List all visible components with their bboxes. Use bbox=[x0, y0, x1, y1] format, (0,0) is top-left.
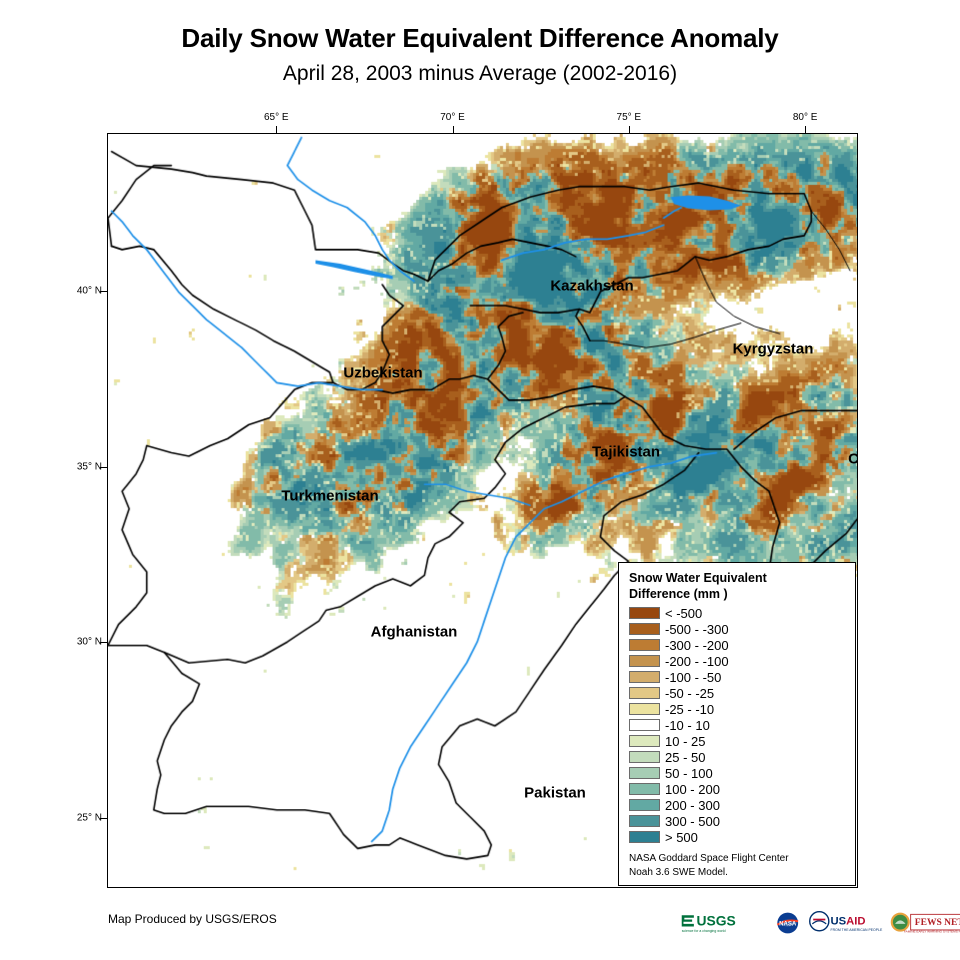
legend-swatch bbox=[629, 671, 660, 683]
legend-row: 100 - 200 bbox=[629, 781, 847, 797]
nasa-logo: NASA bbox=[776, 912, 798, 934]
lon-tick-label: 80° E bbox=[792, 112, 818, 123]
legend-row: -300 - -200 bbox=[629, 637, 847, 653]
legend-title: Snow Water Equivalent Difference (mm ) bbox=[629, 571, 767, 601]
lon-tick-mark bbox=[805, 126, 807, 133]
lat-tick-label: 30° N bbox=[76, 636, 102, 648]
legend-panel: Snow Water Equivalent Difference (mm ) <… bbox=[618, 562, 856, 886]
svg-text:FEWS NET: FEWS NET bbox=[914, 918, 960, 928]
svg-text:AID: AID bbox=[846, 916, 865, 928]
svg-text:USGS: USGS bbox=[696, 913, 735, 929]
legend-swatch bbox=[629, 799, 660, 811]
svg-text:NASA: NASA bbox=[779, 922, 797, 928]
legend-row: -100 - -50 bbox=[629, 669, 847, 685]
lon-tick-label: 65° E bbox=[263, 112, 289, 123]
lon-tick-mark bbox=[452, 126, 454, 133]
legend-row: 10 - 25 bbox=[629, 733, 847, 749]
legend-label: -25 - -10 bbox=[665, 701, 715, 717]
usgs-logo: USGS science for a changing world bbox=[681, 913, 736, 933]
legend-row: -500 - -300 bbox=[629, 621, 847, 637]
svg-text:US: US bbox=[831, 916, 847, 928]
lon-tick-label: 70° E bbox=[440, 112, 465, 123]
legend-swatch bbox=[629, 735, 660, 747]
legend-label: 300 - 500 bbox=[665, 813, 720, 829]
lon-tick-mark bbox=[628, 126, 630, 133]
lon-tick-mark bbox=[276, 126, 278, 133]
map-credit: Map Produced by USGS/EROS bbox=[108, 912, 277, 926]
legend-label: < -500 bbox=[665, 605, 703, 621]
legend-label: 200 - 300 bbox=[665, 797, 720, 813]
legend-swatch bbox=[629, 655, 660, 667]
legend-label: 50 - 100 bbox=[665, 765, 713, 781]
legend-label: 100 - 200 bbox=[665, 781, 720, 797]
svg-text:science for a changing world: science for a changing world bbox=[682, 929, 726, 933]
legend-label: -100 - -50 bbox=[665, 669, 722, 685]
legend-swatch bbox=[629, 703, 660, 715]
legend-label: -300 - -200 bbox=[665, 637, 729, 653]
lat-tick-label: 40° N bbox=[76, 285, 102, 297]
legend-row: -200 - -100 bbox=[629, 653, 847, 669]
legend-row: 300 - 500 bbox=[629, 813, 847, 829]
logo-bar: USGS science for a changing world NASA U… bbox=[680, 908, 960, 938]
legend-label: > 500 bbox=[665, 829, 698, 845]
legend-swatch bbox=[629, 831, 660, 843]
legend-swatch bbox=[629, 719, 660, 731]
legend-label: 25 - 50 bbox=[665, 749, 706, 765]
legend-swatch bbox=[629, 687, 660, 699]
lat-tick-mark bbox=[100, 642, 107, 644]
legend-row: -10 - 10 bbox=[629, 717, 847, 733]
lat-tick-mark bbox=[100, 466, 107, 468]
legend-label: -200 - -100 bbox=[665, 653, 729, 669]
legend-row: < -500 bbox=[629, 605, 847, 621]
legend-row: > 500 bbox=[629, 829, 847, 845]
lat-tick-mark bbox=[100, 817, 107, 819]
svg-text:FAMINE EARLY WARNING SYSTEMS N: FAMINE EARLY WARNING SYSTEMS NETWORK bbox=[904, 930, 960, 934]
legend-swatch bbox=[629, 751, 660, 763]
fewsnet-logo: FEWS NET FAMINE EARLY WARNING SYSTEMS NE… bbox=[890, 912, 960, 934]
lat-tick-label: 35° N bbox=[76, 461, 102, 473]
title-block: Daily Snow Water Equivalent Difference A… bbox=[0, 23, 960, 86]
legend-label: -500 - -300 bbox=[665, 621, 729, 637]
lat-tick-label: 25° N bbox=[76, 812, 102, 824]
legend-items: < -500 -500 - -300 -300 - -200 -200 - -100-… bbox=[629, 605, 847, 845]
legend-swatch bbox=[629, 623, 660, 635]
legend-swatch bbox=[629, 815, 660, 827]
page-title: Daily Snow Water Equivalent Difference A… bbox=[181, 23, 779, 53]
legend-row: -50 - -25 bbox=[629, 685, 847, 701]
usaid-logo: US AID FROM THE AMERICAN PEOPLE bbox=[809, 911, 883, 932]
legend-row: 200 - 300 bbox=[629, 797, 847, 813]
lat-tick-mark bbox=[100, 291, 107, 293]
legend-row: 25 - 50 bbox=[629, 749, 847, 765]
legend-swatch bbox=[629, 639, 660, 651]
legend-label: -10 - 10 bbox=[665, 717, 710, 733]
legend-swatch bbox=[629, 767, 660, 779]
page-subtitle: April 28, 2003 minus Average (2002-2016) bbox=[282, 61, 678, 85]
legend-swatch bbox=[629, 783, 660, 795]
lon-tick-label: 75° E bbox=[616, 112, 642, 123]
legend-swatch bbox=[629, 607, 660, 619]
legend-row: -25 - -10 bbox=[629, 701, 847, 717]
svg-text:FROM THE AMERICAN PEOPLE: FROM THE AMERICAN PEOPLE bbox=[831, 928, 883, 932]
legend-source-note: NASA Goddard Space Flight Center Noah 3.… bbox=[629, 853, 789, 878]
legend-label: 10 - 25 bbox=[665, 733, 706, 749]
legend-row: 50 - 100 bbox=[629, 765, 847, 781]
legend-label: -50 - -25 bbox=[665, 685, 715, 701]
